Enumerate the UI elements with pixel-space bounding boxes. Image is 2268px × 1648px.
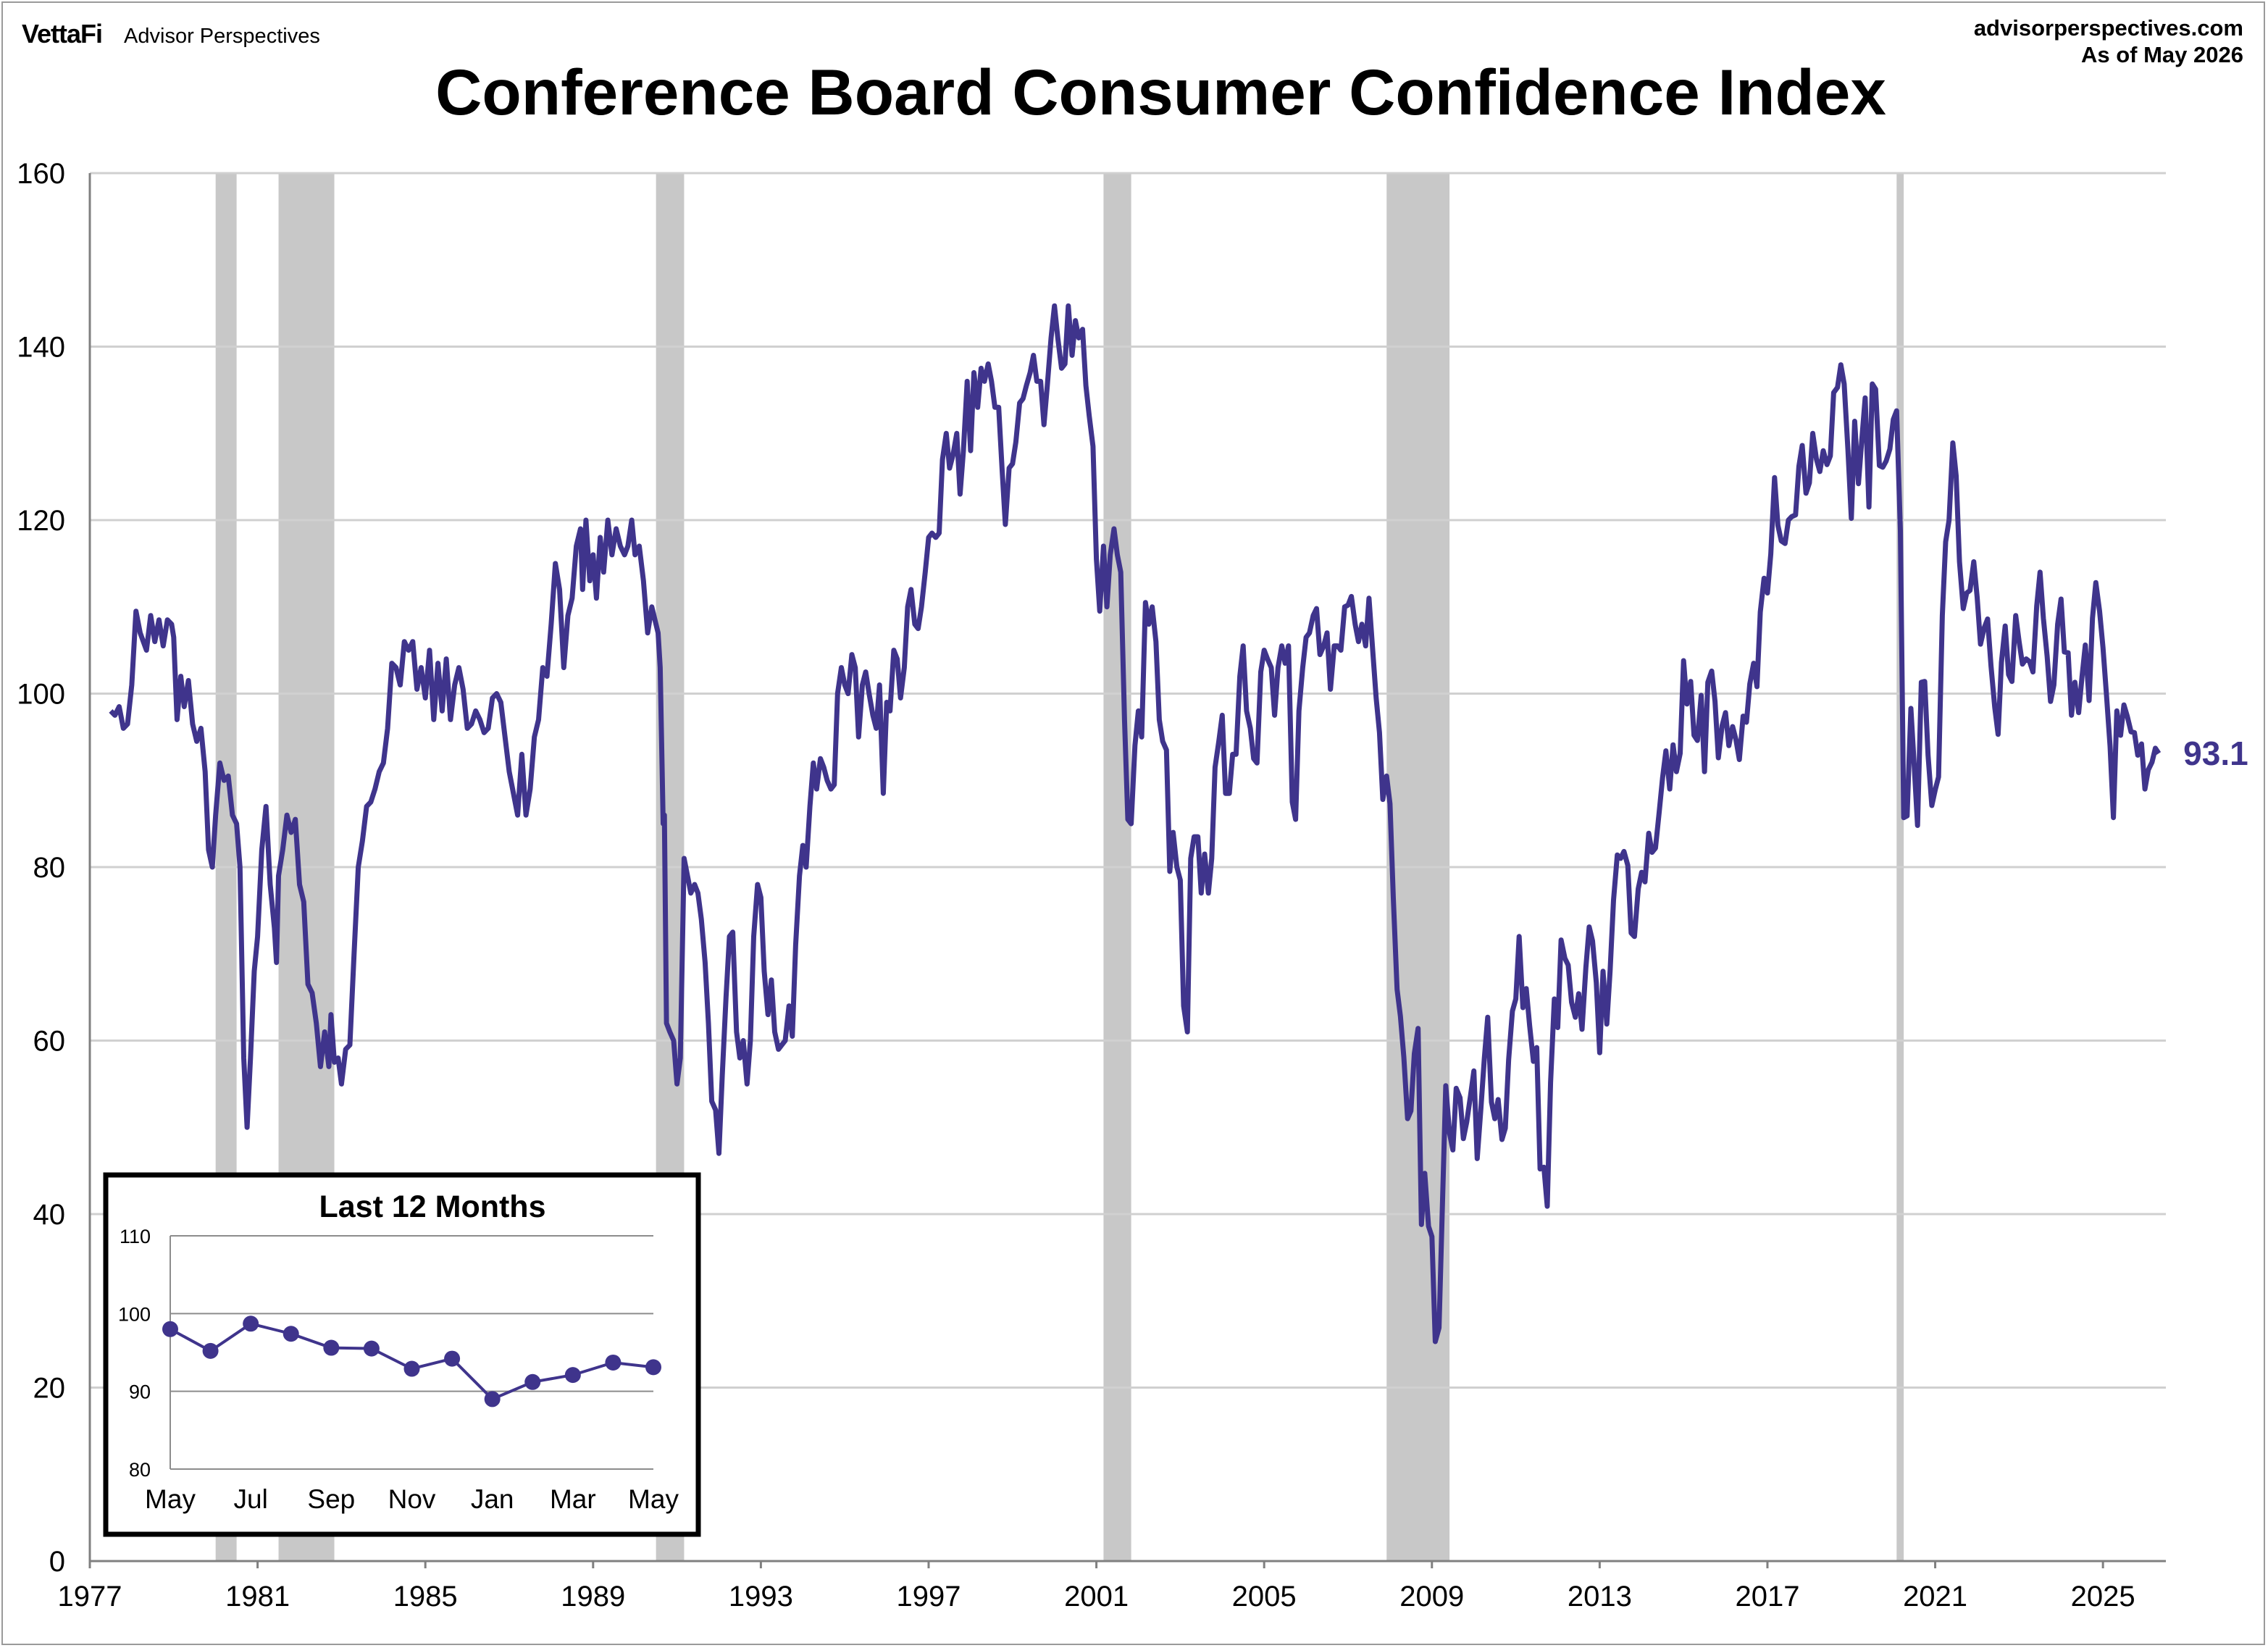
- inset-x-tick-label-4: Jan: [471, 1484, 514, 1514]
- inset-x-tick-label-5: Mar: [550, 1484, 596, 1514]
- source-block: advisorperspectives.com As of May 2026: [1974, 14, 2243, 68]
- x-tick-label-1977: 1977: [58, 1581, 122, 1613]
- labels: 93.1: [2183, 735, 2248, 772]
- inset-axes: 80 90 100 110 May Jul Sep Nov Jan Mar May: [118, 1226, 679, 1514]
- inset-x-tick-label-2: Sep: [307, 1484, 355, 1514]
- x-tick-label-2005: 2005: [1232, 1581, 1297, 1613]
- last-value-label: 93.1: [2183, 735, 2248, 772]
- inset-x-tick-label-1: Jul: [234, 1484, 268, 1514]
- inset-point-7: [444, 1350, 461, 1367]
- inset-y-tick-label-80: 80: [129, 1459, 151, 1481]
- inset-y-tick-label-110: 110: [120, 1226, 151, 1247]
- inset-x-tick-label-0: May: [145, 1484, 196, 1514]
- inset-frame: [103, 1172, 701, 1537]
- inset-title: Last 12 Months: [319, 1189, 546, 1224]
- y-tick-label-140: 140: [17, 332, 65, 364]
- inset-point-3: [283, 1326, 299, 1342]
- x-tick-label-2001: 2001: [1064, 1581, 1129, 1613]
- x-tick-label-1993: 1993: [729, 1581, 793, 1613]
- chart-title: Conference Board Consumer Confidence Ind…: [435, 56, 1886, 128]
- inset-point-0: [162, 1321, 178, 1337]
- y-tick-label-120: 120: [17, 505, 65, 537]
- inset-point-10: [564, 1367, 581, 1384]
- x-tick-label-2021: 2021: [1903, 1581, 1967, 1613]
- y-tick-label-100: 100: [17, 679, 65, 711]
- brand-name: VettaFi: [22, 19, 103, 49]
- inset-point-6: [403, 1360, 420, 1377]
- inset-point-1: [202, 1342, 219, 1359]
- series-line-layer: [109, 303, 2162, 1344]
- inset-x-tick-label-6: May: [628, 1484, 679, 1514]
- inset-y-tick-label-90: 90: [129, 1381, 151, 1403]
- x-tick-label-1981: 1981: [225, 1581, 290, 1613]
- x-tick-label-2009: 2009: [1399, 1581, 1464, 1613]
- source-url: advisorperspectives.com: [1973, 15, 2243, 41]
- x-tick-label-1985: 1985: [393, 1581, 458, 1613]
- inset-point-12: [645, 1359, 661, 1376]
- inset-x-tick-label-3: Nov: [388, 1484, 436, 1514]
- series-line: [109, 303, 2162, 1344]
- x-tick-label-2025: 2025: [2071, 1581, 2135, 1613]
- inset-point-5: [363, 1340, 380, 1357]
- x-tick-label-1989: 1989: [561, 1581, 625, 1613]
- inset-series: [162, 1316, 661, 1408]
- y-tick-label-20: 20: [33, 1373, 66, 1405]
- axes: 0 20 40 60 80 100 120 140 160 1977 1981 1985 1989 199…: [17, 158, 2166, 1613]
- as-of-date: As of May 2026: [2081, 42, 2243, 67]
- inset-point-8: [484, 1391, 501, 1408]
- inset-chart: Last 12 Months 80 90 100 110 May Jul Sep Nov Jan…: [103, 1172, 701, 1537]
- inset-point-11: [605, 1354, 622, 1371]
- inset-gridlines: [170, 1235, 653, 1392]
- brand-subtitle: Advisor Perspectives: [124, 25, 320, 48]
- x-tick-label-2013: 2013: [1568, 1581, 1632, 1613]
- inset-point-4: [323, 1339, 340, 1356]
- y-tick-label-80: 80: [33, 852, 66, 884]
- brand-logo: VettaFi Advisor Perspectives: [22, 19, 320, 49]
- x-tick-label-2017: 2017: [1735, 1581, 1799, 1613]
- y-tick-label-60: 60: [33, 1026, 66, 1058]
- x-tick-label-1997: 1997: [896, 1581, 961, 1613]
- gridlines: [90, 172, 2166, 1389]
- y-tick-label-160: 160: [17, 158, 65, 190]
- y-tick-label-40: 40: [33, 1199, 66, 1231]
- inset-point-2: [243, 1316, 259, 1332]
- y-tick-label-0: 0: [49, 1546, 65, 1578]
- inset-y-tick-label-100: 100: [118, 1303, 151, 1325]
- inset-point-9: [524, 1373, 541, 1390]
